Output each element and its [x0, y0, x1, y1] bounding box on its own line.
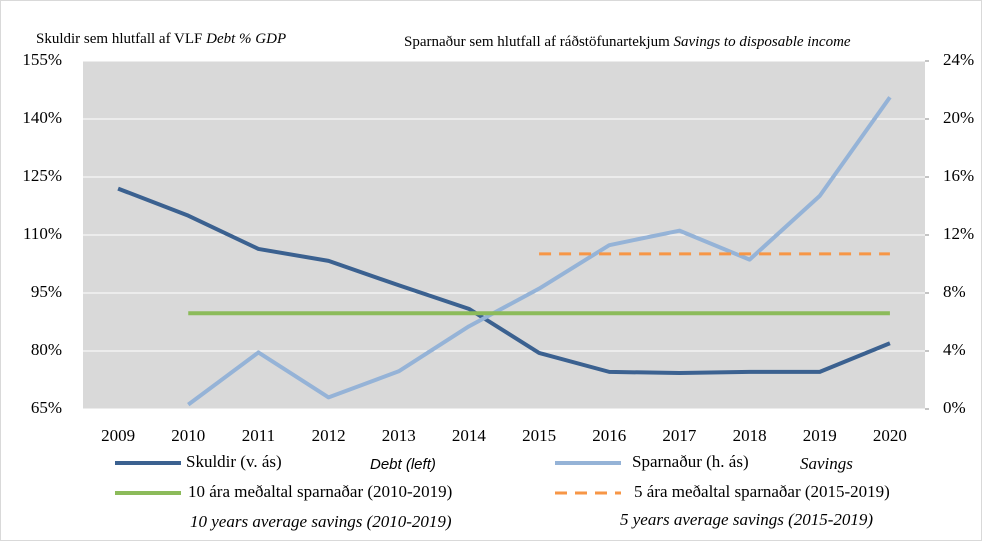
legend-label-en: Debt (left) — [370, 456, 436, 473]
series-line — [187, 96, 892, 407]
x-tick-label: 2014 — [452, 426, 487, 445]
legend-label-en: 10 years average savings (2010-2019) — [190, 512, 452, 531]
y2-tick-label: 8% — [943, 282, 966, 301]
right-axis-title-en: Savings to disposable income — [674, 34, 851, 50]
right-axis-title: Sparnaður sem hlutfall af ráðstöfunartek… — [404, 34, 851, 50]
x-tick-label: 2017 — [662, 426, 697, 445]
x-tick-label: 2009 — [101, 426, 135, 445]
x-tick-label: 2020 — [873, 426, 907, 445]
y2-tick-label: 12% — [943, 224, 974, 243]
x-tick-label: 2015 — [522, 426, 556, 445]
left-axis-title-en: Debt % GDP — [205, 31, 286, 47]
x-tick-label: 2010 — [171, 426, 205, 445]
y2-tick-label: 16% — [943, 166, 974, 185]
y2-tick-label: 20% — [943, 108, 974, 127]
right-axis-title-is: Sparnaður sem hlutfall af ráðstöfunartek… — [404, 34, 670, 50]
legend-label: 5 ára meðaltal sparnaðar (2015-2019) — [634, 482, 890, 501]
y-tick-label: 110% — [23, 224, 62, 243]
x-tick-label: 2011 — [242, 426, 275, 445]
y2-tick-label: 4% — [943, 340, 966, 359]
x-tick-label: 2016 — [592, 426, 626, 445]
x-tick-label: 2019 — [803, 426, 837, 445]
y-tick-label: 125% — [22, 166, 62, 185]
legend-label: Skuldir (v. ás) — [186, 452, 282, 471]
x-tick-label: 2012 — [312, 426, 346, 445]
x-tick-label: 2013 — [382, 426, 416, 445]
y2-tick-label: 0% — [943, 398, 966, 417]
left-axis-title: Skuldir sem hlutfall af VLF Debt % GDP — [36, 31, 286, 47]
series-line — [117, 186, 891, 376]
left-axis-title-is: Skuldir sem hlutfall af VLF — [36, 31, 202, 47]
x-tick-label: 2018 — [733, 426, 767, 445]
y-tick-label: 80% — [31, 340, 62, 359]
legend-label-en: Savings — [800, 454, 853, 473]
legend-label-en: 5 years average savings (2015-2019) — [620, 510, 873, 529]
y-tick-label: 155% — [22, 50, 62, 69]
y-tick-label: 140% — [22, 108, 62, 127]
legend-label: Sparnaður (h. ás) — [632, 452, 749, 471]
legend-label: 10 ára meðaltal sparnaðar (2010-2019) — [188, 482, 452, 501]
y-tick-label: 65% — [31, 398, 62, 417]
y-tick-label: 95% — [31, 282, 62, 301]
y2-tick-label: 24% — [943, 50, 974, 69]
